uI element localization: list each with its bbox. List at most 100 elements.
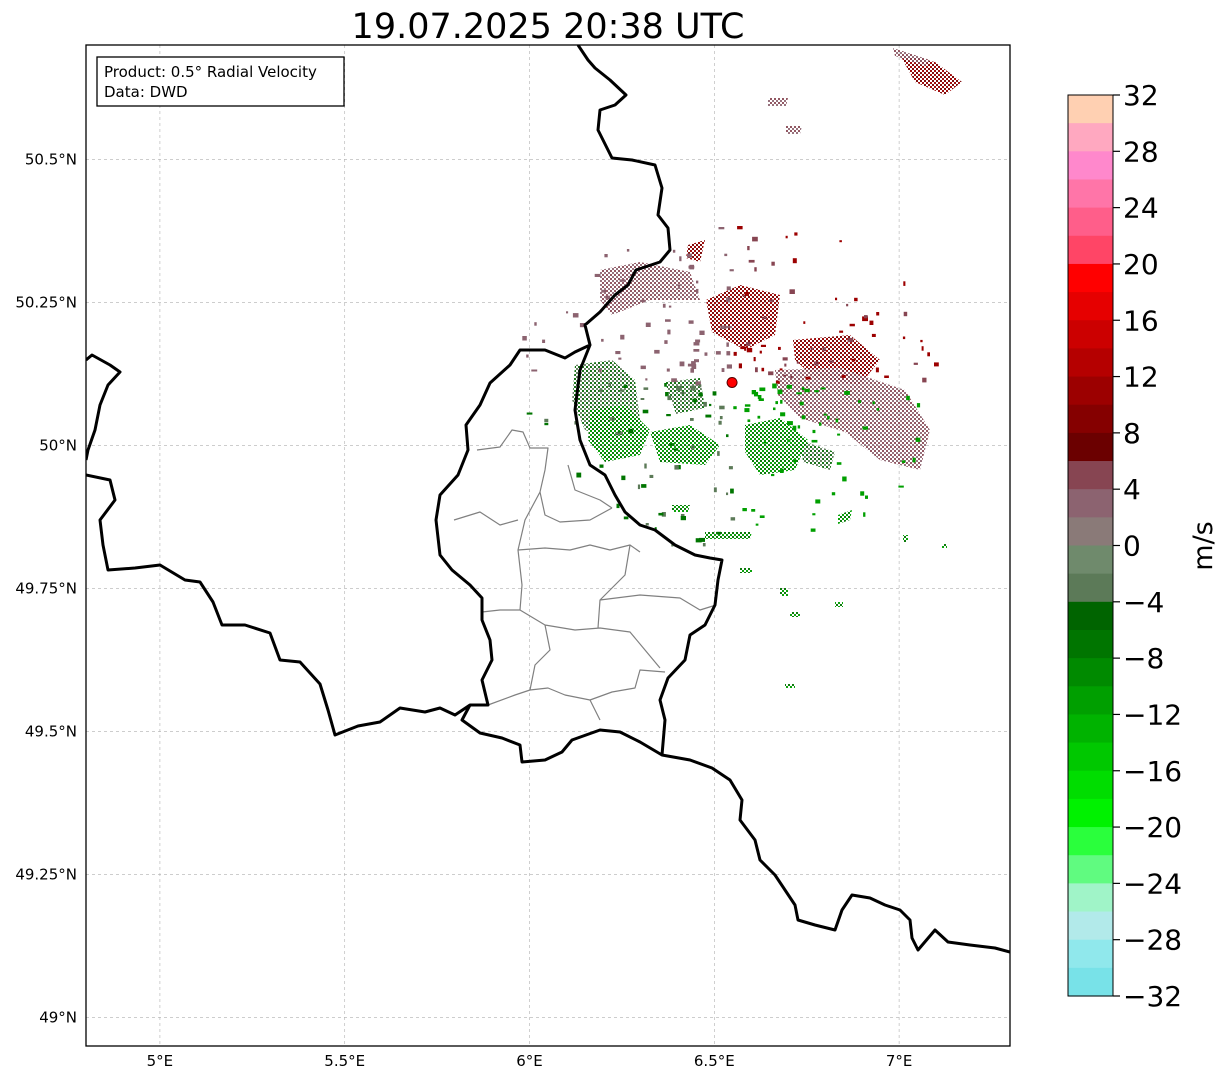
echo-speckle: [729, 269, 734, 272]
echo-speckle: [797, 425, 801, 429]
echo-speckle: [803, 321, 806, 324]
echo-speckle: [916, 403, 921, 408]
echo-speckle: [730, 488, 734, 494]
y-tick-label: 50°N: [39, 436, 77, 454]
colorbar-bin: [1068, 798, 1113, 828]
echo-speckle: [746, 347, 753, 353]
echo-speckle: [623, 516, 629, 520]
echo-speckle: [789, 289, 795, 294]
x-tick-label: 5°E: [147, 1052, 174, 1070]
echo-speckle: [720, 325, 727, 329]
colorbar-bin: [1068, 855, 1113, 884]
echo-speckle: [757, 415, 761, 419]
x-tick-label: 7°E: [886, 1052, 913, 1070]
radar-echoes: [522, 48, 962, 688]
echo-speckle: [906, 395, 910, 401]
x-tick-labels: 5°E 5.5°E 6°E 6.5°E 7°E: [147, 1052, 913, 1070]
echo-speckle: [673, 448, 679, 451]
echo-speckle: [815, 499, 821, 504]
echo-speckle: [747, 246, 750, 251]
echo-speckle: [674, 465, 679, 470]
colorbar-tick-label: −4: [1123, 586, 1164, 619]
echo-speckle: [654, 527, 657, 531]
x-tick-label: 6°E: [516, 1052, 543, 1070]
echo-speckle: [526, 354, 529, 358]
colorbar-bins: [1068, 95, 1113, 997]
echo-speckle: [680, 516, 686, 521]
echo-speckle: [574, 421, 577, 425]
echo-speckle: [671, 543, 674, 547]
borders: [86, 45, 1010, 954]
colorbar-tick-label: −32: [1123, 980, 1182, 1013]
echo-speckle: [601, 338, 604, 342]
echo-speckle: [849, 323, 855, 327]
colorbar-bin: [1068, 207, 1113, 237]
echo-speckle: [618, 357, 622, 360]
colorbar-tick-label: 4: [1123, 473, 1141, 506]
echo-speckle: [687, 363, 692, 367]
echo-speckle: [787, 421, 793, 426]
echo-speckle: [690, 418, 694, 421]
echo-speckle: [668, 305, 672, 308]
echo-speckle: [738, 363, 742, 369]
echo-speckle: [771, 474, 775, 477]
echo-speckle: [691, 364, 697, 369]
colorbar-bin: [1068, 320, 1113, 350]
colorbar-bin: [1068, 742, 1113, 772]
echo-speckle: [757, 395, 762, 399]
colorbar-bin: [1068, 263, 1113, 293]
echo-speckle: [871, 333, 876, 337]
colorbar-tick-label: 16: [1123, 304, 1159, 337]
echo-speckle: [753, 357, 756, 362]
echo-speckle: [775, 401, 778, 405]
colorbar-bin: [1068, 714, 1113, 744]
echo-speckle: [664, 383, 667, 387]
info-box: Product: 0.5° Radial Velocity Data: DWD: [96, 56, 345, 107]
echo-speckle: [598, 368, 602, 373]
echo-speckle: [934, 362, 939, 367]
echo-speckle: [758, 398, 764, 401]
map-frame: [85, 44, 1011, 1047]
echo-speckle: [876, 408, 880, 411]
echo-speckle: [862, 316, 868, 322]
colorbar-tick-label: 28: [1123, 135, 1159, 168]
colorbar-bin: [1068, 517, 1113, 547]
echo-speckle: [754, 391, 759, 397]
echo-speckle: [804, 388, 810, 393]
echo-speckle: [704, 352, 708, 356]
echo-speckle: [644, 463, 647, 469]
colorbar-bin: [1068, 432, 1113, 462]
echo-speckle: [594, 273, 601, 277]
echo-speckle: [572, 313, 579, 318]
echo-speckle: [762, 316, 768, 320]
echo-speckle: [811, 439, 818, 443]
echo-speckle: [784, 363, 787, 367]
echo-speckle: [667, 329, 671, 335]
colorbar-tick-label: 24: [1123, 192, 1159, 225]
echo-speckle: [705, 414, 712, 418]
echo-speckle: [649, 474, 654, 478]
echo-speckle: [793, 459, 797, 463]
echo-speckle: [693, 342, 700, 346]
echo-speckle: [717, 451, 720, 456]
echo-speckle: [796, 361, 800, 364]
colorbar-bin: [1068, 95, 1113, 124]
echo-speckle: [599, 388, 603, 392]
echo-speckle: [604, 254, 608, 258]
echo-speckle: [579, 323, 586, 328]
echo-speckle: [912, 457, 916, 463]
echo-speckle: [658, 512, 664, 516]
echo-speckle: [860, 491, 865, 496]
echo-speckle: [778, 346, 781, 350]
echo-speckle: [799, 401, 804, 406]
echo-speckle: [920, 339, 923, 343]
figure-title: 19.07.2025 20:38 UTC: [352, 7, 745, 47]
gridlines: [86, 45, 1010, 1046]
echo-speckle: [719, 405, 725, 410]
echo-speckle: [851, 358, 856, 362]
colorbar-bin: [1068, 404, 1113, 434]
echo-speckle: [751, 509, 756, 512]
echo-speckle: [812, 513, 816, 516]
echo-speckle: [665, 319, 671, 322]
echo-speckle: [915, 437, 921, 442]
